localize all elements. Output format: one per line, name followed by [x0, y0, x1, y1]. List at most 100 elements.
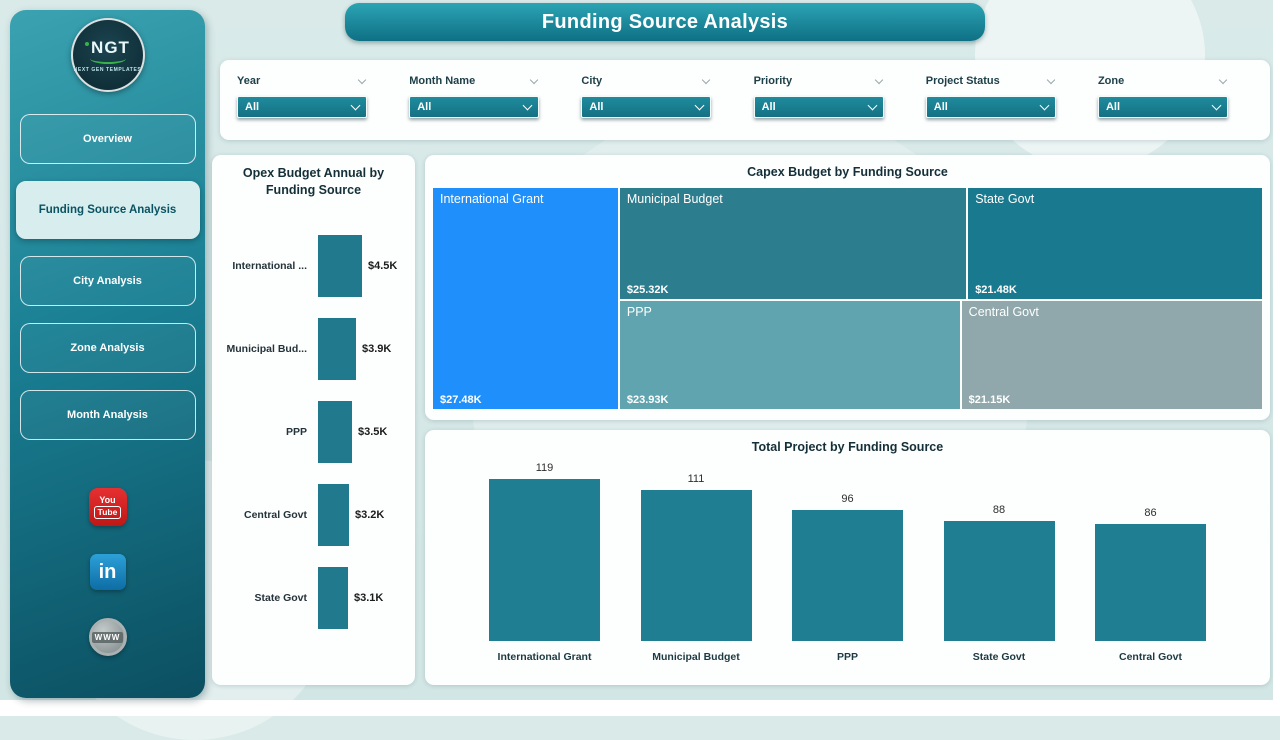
filter-label: Year: [237, 75, 367, 87]
filter-label: Zone: [1098, 75, 1228, 87]
filter-project-status: Project Status All: [925, 75, 1056, 140]
treemap-row: PPP $23.93K Central Govt $21.15K: [619, 301, 1262, 409]
filter-dropdown-city[interactable]: All: [581, 96, 712, 118]
opex-bar[interactable]: [318, 318, 356, 381]
value-label: $3.9K: [362, 343, 392, 356]
treemap-cell-value: $21.15K: [968, 393, 1011, 406]
chevron-down-icon[interactable]: [702, 75, 711, 84]
logo-title: NGT: [85, 38, 130, 58]
treemap-cell-ppp[interactable]: PPP $23.93K: [619, 301, 960, 409]
bar-column: 86 Central Govt: [1095, 507, 1206, 663]
treemap-cell-state-govt[interactable]: State Govt $21.48K: [968, 187, 1262, 300]
category-label: PPP: [836, 650, 858, 663]
category-label: PPP: [285, 425, 307, 438]
category-label: State Govt: [972, 650, 1026, 663]
youtube-text: You: [99, 494, 116, 505]
social-links: You Tube in www: [88, 488, 127, 656]
total-projects-panel: Total Project by Funding Source 119 Inter…: [425, 430, 1270, 685]
value-label: 96: [841, 492, 854, 505]
filter-selected-value: All: [589, 101, 604, 113]
treemap-cell-name: International Grant: [440, 191, 544, 206]
treemap-cell-central-govt[interactable]: Central Govt $21.15K: [961, 301, 1262, 409]
filter-dropdown-zone[interactable]: All: [1097, 96, 1228, 118]
treemap-row: Municipal Budget $25.32K State Govt $21.48K: [619, 187, 1262, 300]
filter-label: Priority: [754, 75, 884, 87]
opex-bar[interactable]: [318, 567, 348, 630]
sidebar-item-zone-analysis[interactable]: Zone Analysis: [19, 323, 196, 373]
chevron-down-icon[interactable]: [529, 75, 539, 84]
treemap-cell-municipal-budget[interactable]: Municipal Budget $25.32K: [619, 187, 967, 300]
chevron-down-icon: [694, 100, 705, 111]
treemap-cell-value: $25.32K: [626, 284, 669, 297]
value-label: 119: [535, 461, 554, 474]
total-bar[interactable]: [640, 489, 752, 641]
category-label: International ...: [232, 259, 307, 272]
filter-bar: Year All Month Name All City All Priority All Pr…: [220, 60, 1270, 140]
total-bar[interactable]: [943, 520, 1055, 641]
logo-subtitle: NEXT GEN TEMPLATES: [73, 66, 142, 73]
filter-city: City All: [581, 75, 712, 140]
chevron-down-icon: [522, 100, 533, 111]
treemap-cell-international-grant[interactable]: International Grant $27.48K: [433, 187, 618, 409]
value-label: $3.5K: [358, 426, 388, 439]
value-label: 111: [687, 472, 705, 485]
chevron-down-icon[interactable]: [1218, 75, 1228, 84]
value-label: $3.1K: [354, 592, 384, 605]
opex-bar-row: Central Govt $3.2K: [212, 474, 415, 557]
filter-label: City: [581, 75, 711, 87]
filter-selected-value: All: [933, 101, 948, 113]
chevron-down-icon: [867, 100, 878, 111]
treemap-cell-name: State Govt: [975, 191, 1035, 206]
filter-label-text: Project Status: [925, 75, 1000, 87]
opex-bar-row: State Govt $3.1K: [212, 557, 415, 640]
filter-label: Project Status: [926, 75, 1056, 87]
category-label: Central Govt: [243, 508, 307, 521]
category-label: Municipal Bud...: [226, 342, 308, 355]
sidebar-nav: Overview Funding Source Analysis City Anal…: [10, 114, 205, 440]
chevron-down-icon[interactable]: [874, 75, 883, 84]
filter-label: Month Name: [409, 75, 539, 87]
opex-bar[interactable]: [318, 484, 349, 547]
sidebar-item-city-analysis[interactable]: City Analysis: [19, 256, 196, 306]
category-label: International Grant: [497, 650, 592, 663]
total-bar[interactable]: [792, 509, 903, 641]
filter-label-text: Priority: [753, 75, 793, 87]
total-bar[interactable]: [1095, 523, 1206, 641]
treemap-cell-value: $27.48K: [440, 393, 482, 406]
value-label: 86: [1144, 506, 1157, 519]
category-label: Municipal Budget: [652, 650, 740, 663]
opex-bar[interactable]: [318, 235, 362, 298]
treemap: International Grant $27.48K Municipal Budg…: [433, 187, 1262, 409]
filter-selected-value: All: [417, 101, 432, 113]
filter-month-name: Month Name All: [409, 75, 540, 140]
website-icon[interactable]: www: [88, 618, 127, 656]
opex-bar-row: Municipal Bud... $3.9K: [212, 308, 415, 391]
bar-column: 111 Municipal Budget: [640, 472, 752, 663]
linkedin-icon[interactable]: in: [89, 554, 126, 590]
opex-bar[interactable]: [318, 401, 352, 464]
total-bar[interactable]: [489, 478, 600, 641]
filter-priority: Priority All: [753, 75, 884, 140]
chevron-down-icon[interactable]: [1046, 75, 1055, 84]
chevron-down-icon[interactable]: [357, 75, 367, 84]
treemap-cell-value: $23.93K: [626, 393, 669, 406]
sidebar-item-month-analysis[interactable]: Month Analysis: [19, 390, 196, 440]
filter-selected-value: All: [1105, 101, 1120, 113]
filter-selected-value: All: [761, 101, 776, 113]
filter-dropdown-priority[interactable]: All: [753, 96, 884, 118]
website-text: www: [91, 631, 124, 643]
sidebar-item-overview[interactable]: Overview: [19, 114, 196, 164]
window-edge: [1273, 0, 1280, 716]
youtube-icon[interactable]: You Tube: [88, 488, 127, 526]
total-chart: 119 International Grant 111 Municipal Budge…: [425, 462, 1270, 663]
page-title: Funding Source Analysis: [541, 10, 789, 33]
filter-dropdown-project-status[interactable]: All: [925, 96, 1056, 118]
sidebar-item-funding-source-analysis[interactable]: Funding Source Analysis: [15, 181, 200, 239]
filter-label-text: City: [581, 75, 603, 87]
value-label: 88: [992, 503, 1006, 516]
ngt-logo: NGT NEXT GEN TEMPLATES: [70, 18, 145, 92]
filter-dropdown-year[interactable]: All: [237, 96, 367, 118]
treemap-cell-name: PPP: [626, 305, 652, 320]
filter-dropdown-month-name[interactable]: All: [409, 96, 540, 118]
opex-panel: Opex Budget Annual by Funding Source Int…: [212, 155, 415, 685]
